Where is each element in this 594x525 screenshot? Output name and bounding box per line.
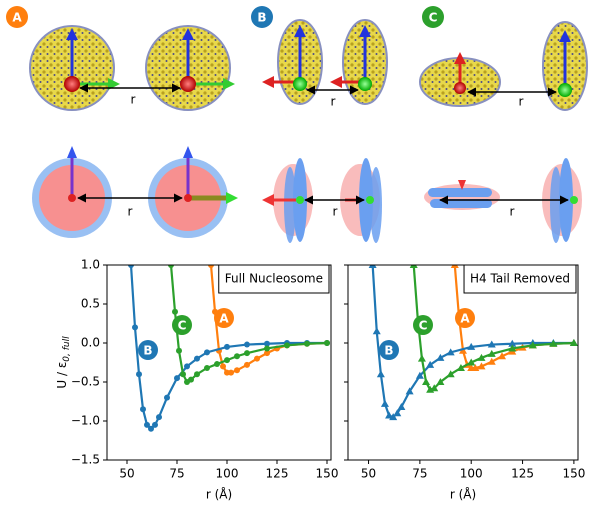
- chart-title: H4 Tail Removed: [470, 272, 570, 286]
- panel-label: B: [257, 11, 266, 25]
- marker: [176, 348, 182, 354]
- marker: [204, 365, 210, 371]
- marker: [284, 342, 290, 348]
- marker: [224, 357, 230, 363]
- marker: [373, 327, 381, 334]
- x-tick-label: 150: [562, 467, 585, 481]
- panel-label: A: [12, 11, 22, 25]
- y-axis-label-main: U / ε: [55, 362, 69, 389]
- x-tick-label: 75: [169, 467, 184, 481]
- x-tick-label: 100: [460, 467, 483, 481]
- y-axis-label: U / ε0, full: [55, 336, 72, 389]
- marker: [194, 356, 200, 362]
- marker: [152, 422, 158, 428]
- y-tick-label: 0.5: [81, 297, 100, 311]
- marker: [172, 309, 178, 315]
- x-tick-label: 100: [216, 467, 239, 481]
- y-tick-label: 0.0: [81, 336, 100, 350]
- marker: [422, 378, 430, 385]
- marker: [377, 370, 385, 377]
- marker: [180, 371, 186, 377]
- marker: [381, 400, 389, 407]
- panel-label: C: [429, 11, 438, 25]
- series-label: C: [178, 319, 187, 333]
- x-tick-label: 125: [266, 467, 289, 481]
- distance-label: r: [510, 205, 515, 219]
- marker: [156, 414, 162, 420]
- marker: [228, 370, 234, 376]
- distance-label: r: [331, 95, 336, 109]
- marker: [264, 345, 270, 351]
- marker: [194, 371, 200, 377]
- marker: [254, 356, 260, 362]
- marker: [234, 353, 240, 359]
- distance-label: r: [128, 205, 133, 219]
- coarse-row: [32, 146, 582, 243]
- series-label: A: [219, 312, 229, 326]
- y-tick-label: 1.0: [81, 258, 100, 272]
- series-label: B: [143, 344, 152, 358]
- y-axis-label-sub: 0, full: [62, 336, 72, 362]
- x-axis-label: r (Å): [206, 487, 232, 502]
- marker: [174, 375, 180, 381]
- y-tick-label: −0.5: [71, 375, 100, 389]
- chart-title: Full Nucleosome: [225, 272, 323, 286]
- marker: [418, 355, 426, 362]
- marker: [244, 362, 250, 368]
- x-tick-label: 50: [361, 467, 376, 481]
- figure: A B C r r r r r r 50 75 100 125 150 −1.5 −1.0 −…: [0, 0, 594, 521]
- marker: [184, 363, 190, 369]
- distance-label: r: [131, 93, 136, 107]
- y-tick-label: −1.0: [71, 414, 100, 428]
- x-axis-label: r (Å): [450, 487, 476, 502]
- marker: [136, 371, 142, 377]
- x-tick-label: 150: [316, 467, 339, 481]
- marker: [304, 341, 310, 347]
- marker: [204, 349, 210, 355]
- marker: [214, 361, 220, 367]
- marker: [188, 377, 194, 383]
- y-tick-label: −1.5: [71, 453, 100, 467]
- distance-label: r: [519, 95, 524, 109]
- axes-frame: [348, 265, 578, 460]
- distance-label: r: [333, 205, 338, 219]
- chart: 50 75 100 125 150 r (Å) A B C H4 Tail Removed: [344, 261, 585, 502]
- center-sphere: [180, 76, 196, 92]
- series-label: B: [384, 344, 393, 358]
- marker: [244, 350, 250, 356]
- marker: [224, 344, 230, 350]
- marker: [397, 403, 405, 410]
- chart: 50 75 100 125 150 −1.5 −1.0 −0.5 0.0 0.5 1.0 r (Å) U…: [55, 258, 339, 502]
- marker: [132, 324, 138, 330]
- marker: [164, 395, 170, 401]
- marker: [324, 340, 330, 346]
- marker: [244, 342, 250, 348]
- marker: [220, 363, 226, 369]
- x-tick-label: 75: [412, 467, 427, 481]
- center-sphere: [64, 76, 80, 92]
- x-tick-label: 125: [511, 467, 534, 481]
- marker: [234, 367, 240, 373]
- x-tick-label: 50: [119, 467, 134, 481]
- marker: [140, 406, 146, 412]
- atomistic-row: [30, 20, 587, 110]
- series-label: A: [460, 312, 470, 326]
- series-label: C: [419, 319, 428, 333]
